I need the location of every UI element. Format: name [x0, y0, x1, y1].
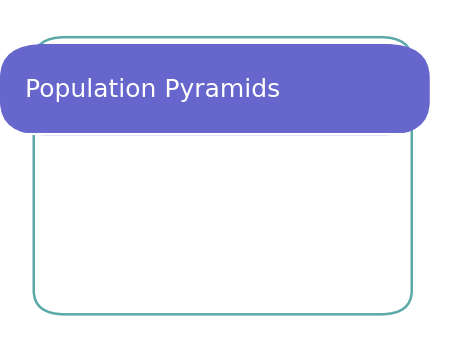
- FancyBboxPatch shape: [0, 44, 430, 135]
- FancyBboxPatch shape: [34, 37, 412, 314]
- Text: Population Pyramids: Population Pyramids: [25, 77, 280, 102]
